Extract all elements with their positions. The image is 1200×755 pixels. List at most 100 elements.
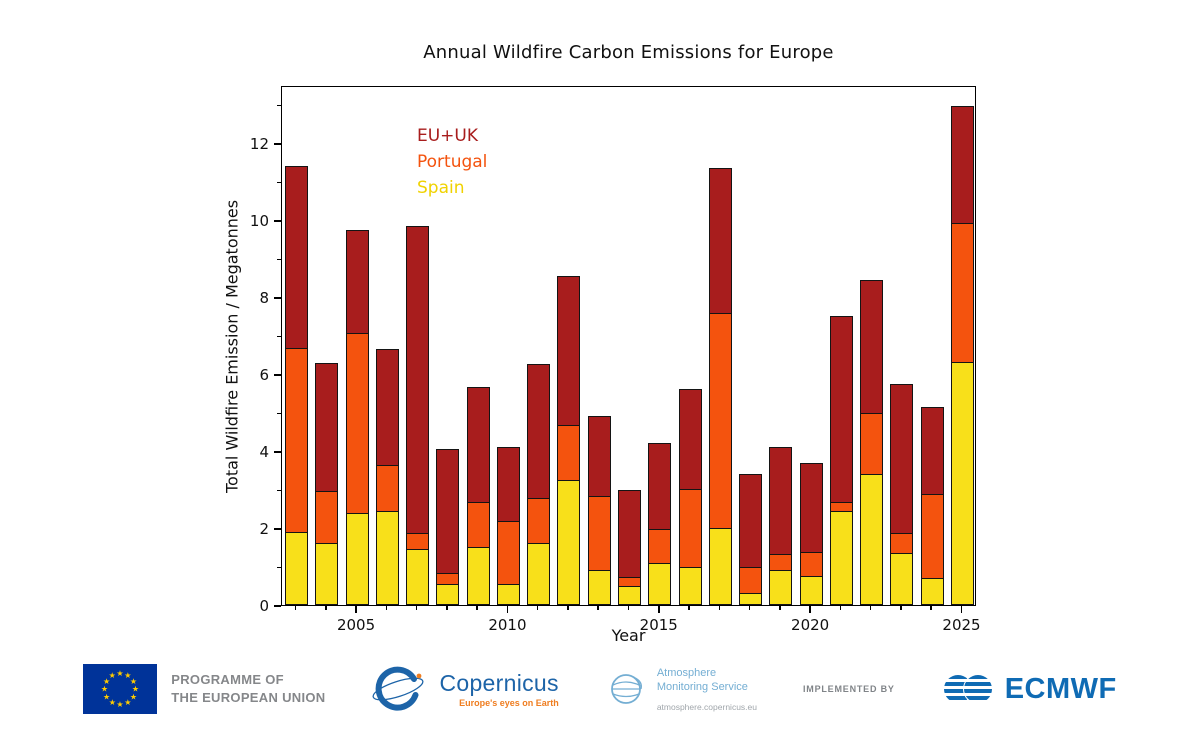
bar-segment-spain [406, 549, 430, 605]
y-tick-label: 10 [249, 211, 269, 230]
bar-segment-portugal [920, 494, 944, 579]
x-tick [506, 606, 509, 613]
bar-segment-eu-uk [406, 225, 430, 534]
x-tick [809, 606, 811, 613]
x-tick-label: 2015 [639, 616, 678, 634]
bar-2011 [527, 87, 551, 605]
bar-segment-spain [315, 543, 339, 605]
bar-segment-eu-uk [618, 489, 641, 579]
copernicus-wordmark: Copernicus Europe's eyes on Earth [439, 670, 558, 708]
bar-segment-spain [285, 531, 308, 605]
bar-segment-portugal [799, 552, 823, 578]
implemented-by-label: IMPLEMENTED BY [802, 684, 895, 694]
bar-segment-eu-uk [739, 474, 763, 569]
x-minor-tick [415, 606, 418, 610]
x-minor-tick [900, 606, 902, 610]
ams-url: atmosphere.copernicus.eu [656, 702, 757, 713]
bar-2016 [678, 87, 702, 605]
bar-segment-spain [829, 510, 853, 605]
bar-2003 [285, 87, 308, 605]
bar-segment-portugal [890, 532, 914, 554]
bar-2025 [951, 87, 974, 605]
bar-segment-spain [496, 583, 520, 605]
bar-segment-spain [769, 570, 793, 605]
bar-segment-eu-uk [678, 389, 702, 490]
bar-segment-portugal [708, 313, 732, 529]
y-tick [274, 528, 281, 530]
y-minor-tick [277, 181, 281, 183]
svg-text:★: ★ [124, 698, 131, 707]
x-tick [657, 606, 660, 613]
bar-2006 [375, 87, 399, 605]
bar-2008 [436, 87, 460, 605]
bar-segment-spain [557, 479, 581, 605]
bar-segment-spain [678, 566, 702, 605]
svg-text:★: ★ [124, 671, 131, 680]
x-minor-tick [385, 606, 388, 610]
bar-segment-portugal [527, 498, 551, 545]
ams-line2: Monitoring Service [656, 681, 748, 693]
bar-segment-portugal [739, 567, 763, 595]
bar-segment-spain [618, 585, 641, 605]
x-minor-tick [536, 606, 539, 610]
bar-segment-eu-uk [890, 383, 914, 534]
x-minor-tick [930, 606, 933, 610]
y-tick [274, 605, 281, 607]
bar-2014 [618, 87, 641, 605]
bar-segment-portugal [285, 347, 308, 533]
bar-segment-spain [648, 562, 672, 605]
bar-2007 [406, 87, 430, 605]
svg-text:★: ★ [103, 692, 110, 701]
bar-segment-eu-uk [466, 387, 490, 504]
legend-item-spain: Spain [417, 178, 465, 198]
bar-2022 [860, 87, 884, 605]
bar-segment-spain [920, 578, 944, 605]
y-minor-tick [277, 258, 281, 260]
bar-segment-spain [951, 362, 974, 605]
bar-segment-spain [890, 553, 914, 605]
x-minor-tick [446, 606, 448, 610]
eu-programme-line2: THE EUROPEAN UNION [171, 690, 326, 705]
svg-text:★: ★ [132, 685, 139, 694]
chart-title: Annual Wildfire Carbon Emissions for Eur… [423, 42, 834, 63]
plot-area: EU+UK Portugal Spain [281, 86, 976, 606]
bar-2013 [587, 87, 611, 605]
bar-segment-spain [860, 474, 884, 605]
bar-2023 [890, 87, 914, 605]
bar-segment-eu-uk [860, 279, 884, 415]
legend-item-portugal: Portugal [417, 152, 488, 172]
bar-segment-portugal [345, 332, 369, 514]
copernicus-name: Copernicus [439, 670, 559, 696]
x-axis-label: Year [611, 626, 646, 645]
bar-segment-spain [436, 583, 460, 605]
bar-2009 [466, 87, 490, 605]
x-tick [960, 606, 963, 613]
ecmwf-logo: ECMWF [941, 672, 1117, 706]
bar-segment-eu-uk [557, 275, 581, 426]
y-tick-label: 6 [259, 365, 269, 384]
ams-globe-icon [610, 674, 642, 704]
copernicus-logo: Copernicus Europe's eyes on Earth [371, 662, 559, 716]
bar-2010 [496, 87, 520, 605]
bar-segment-portugal [648, 528, 672, 564]
x-minor-tick [869, 606, 872, 610]
bar-2021 [829, 87, 853, 605]
x-tick-label: 2005 [336, 616, 376, 634]
y-minor-tick [277, 566, 281, 569]
x-tick-label: 2020 [791, 616, 830, 634]
x-minor-tick [748, 606, 751, 610]
copernicus-icon [372, 666, 424, 711]
y-tick [274, 451, 281, 453]
x-tick-label: 2025 [942, 616, 981, 634]
x-minor-tick [627, 606, 630, 610]
bar-segment-portugal [587, 496, 611, 572]
bar-segment-eu-uk [648, 443, 672, 530]
bar-2017 [708, 87, 732, 605]
x-minor-tick [324, 606, 327, 610]
bar-segment-eu-uk [799, 462, 823, 554]
bar-segment-eu-uk [375, 348, 399, 467]
bar-segment-spain [587, 570, 611, 605]
bar-segment-eu-uk [436, 449, 460, 575]
eu-programme-line1: PROGRAMME OF [171, 672, 284, 688]
bar-segment-spain [799, 576, 823, 605]
